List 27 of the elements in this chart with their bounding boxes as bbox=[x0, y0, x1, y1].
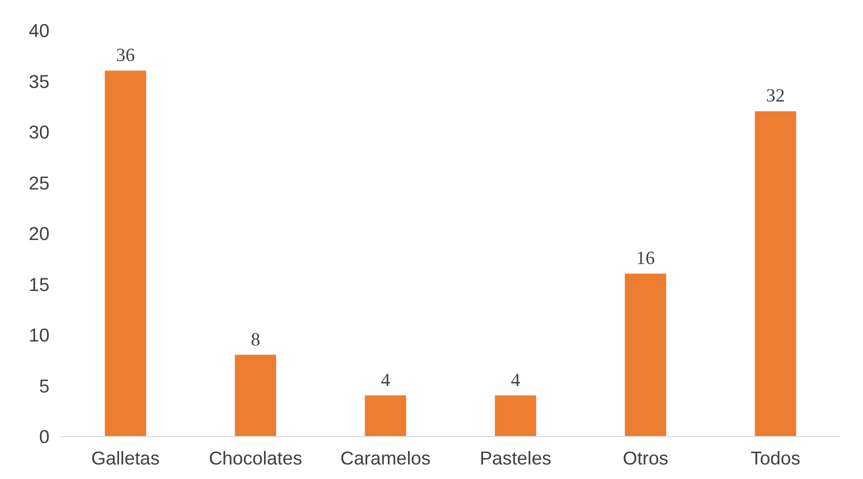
bar bbox=[624, 274, 666, 436]
bar bbox=[494, 395, 536, 436]
data-label: 8 bbox=[250, 329, 260, 350]
y-tick-label: 15 bbox=[28, 274, 50, 295]
y-tick-label: 0 bbox=[39, 426, 50, 447]
y-tick-label: 20 bbox=[28, 223, 50, 244]
x-tick-label: Galletas bbox=[91, 448, 160, 468]
x-tick-label: Todos bbox=[750, 448, 800, 468]
bar bbox=[104, 70, 146, 436]
data-label: 4 bbox=[510, 370, 521, 391]
data-label: 36 bbox=[116, 45, 135, 66]
x-tick-label: Chocolates bbox=[208, 448, 302, 468]
x-tick-label: Pasteles bbox=[480, 448, 552, 468]
x-tick-label: Otros bbox=[622, 448, 668, 468]
bar bbox=[234, 354, 276, 436]
y-tick-label: 40 bbox=[28, 20, 50, 41]
data-label: 16 bbox=[636, 248, 655, 270]
y-tick-label: 10 bbox=[28, 324, 50, 346]
bar bbox=[364, 395, 406, 436]
data-label: 4 bbox=[380, 370, 391, 391]
y-tick-label: 5 bbox=[39, 375, 50, 396]
bar bbox=[754, 111, 796, 436]
x-tick-label: Caramelos bbox=[340, 448, 431, 468]
y-tick-label: 30 bbox=[28, 122, 50, 142]
y-tick-label: 25 bbox=[28, 172, 50, 194]
data-label: 32 bbox=[766, 86, 785, 107]
y-tick-label: 35 bbox=[28, 70, 50, 92]
